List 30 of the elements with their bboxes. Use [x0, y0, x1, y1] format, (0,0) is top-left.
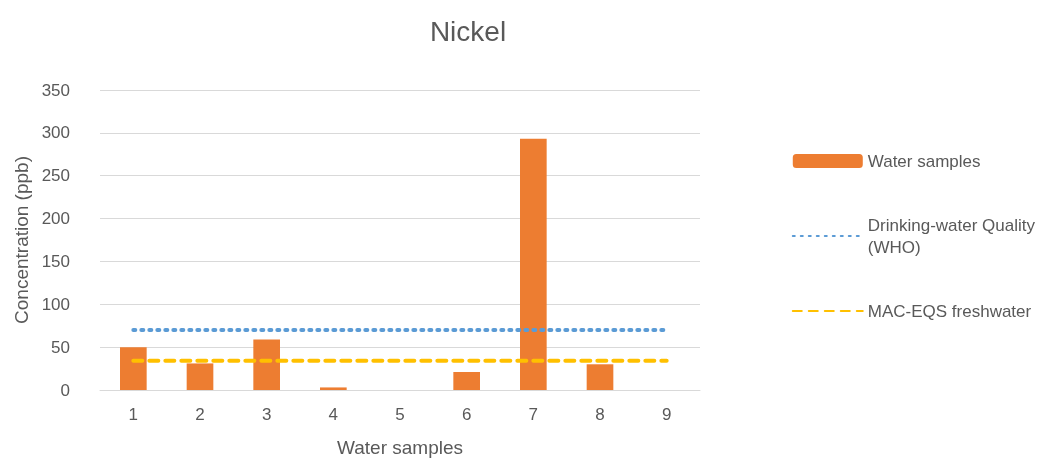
x-tick-label: 4 — [328, 405, 339, 424]
bar — [453, 372, 480, 390]
x-tick-label: 5 — [395, 405, 405, 424]
x-tick-label: 9 — [661, 405, 672, 424]
x-tick-label: 2 — [195, 405, 205, 424]
bar — [586, 364, 614, 390]
x-tick-label: 6 — [461, 405, 472, 424]
chart-title: Nickel — [429, 15, 507, 47]
y-tick-label: 150 — [41, 251, 70, 271]
y-tick-label: 350 — [41, 80, 70, 100]
y-tick-label: 200 — [41, 209, 70, 229]
y-tick-label: 300 — [41, 123, 70, 143]
bar — [186, 363, 214, 390]
bar — [120, 347, 147, 390]
y-tick-label: 50 — [51, 337, 70, 357]
y-tick-label: 0 — [60, 380, 70, 400]
bar — [320, 387, 347, 390]
x-tick-label: 3 — [261, 405, 272, 424]
x-tick-label: 7 — [528, 405, 539, 424]
y-tick-label: 100 — [41, 294, 70, 314]
legend-label: MAC-EQS freshwater — [867, 301, 1032, 321]
legend-label: Water samples — [867, 151, 981, 171]
x-tick-label: 1 — [128, 405, 139, 424]
bar — [520, 138, 547, 390]
y-axis-title: Concentration (ppb) — [10, 156, 32, 324]
x-tick-label: 8 — [595, 405, 605, 424]
legend-label: Drinking-water Quality (WHO) — [867, 215, 1036, 257]
y-tick-label: 250 — [41, 166, 70, 186]
x-axis-title: Water samples — [337, 437, 463, 458]
bar — [253, 339, 280, 390]
